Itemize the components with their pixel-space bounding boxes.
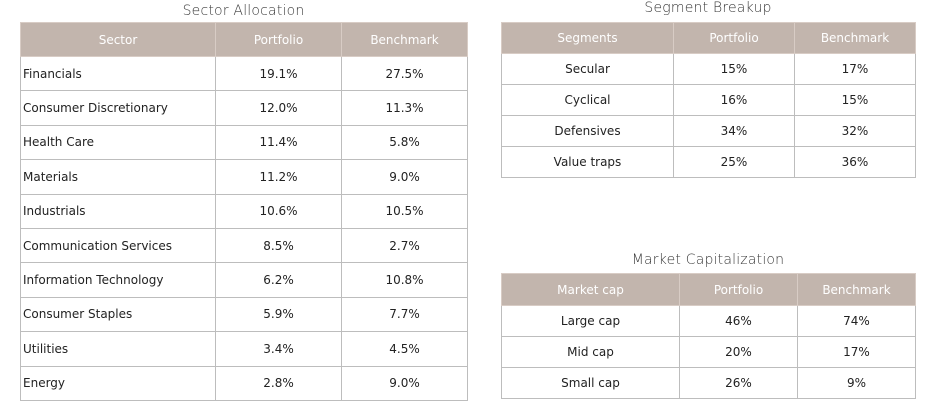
table-row: Health Care 11.4% 5.8% [20,124,468,161]
portfolio-value: 34% [673,115,795,147]
portfolio-value: 16% [673,84,795,116]
market-capitalization-title: Market Capitalization [631,252,785,268]
table-row: Energy 2.8% 9.0% [20,365,468,401]
column-header-segments: Segments [501,22,674,54]
table-row: Consumer Discretionary 12.0% 11.3% [20,90,468,126]
portfolio-value: 25% [673,146,795,178]
segment-breakup-title: Segment Breakup [644,0,772,16]
table-row: Mid cap 20% 17% [501,336,916,368]
column-header-benchmark: Benchmark [794,22,916,54]
portfolio-value: 11.4% [215,124,342,161]
sector-name: Energy [20,365,216,401]
market-cap-name: Large cap [501,305,680,337]
sector-name: Financials [20,55,216,92]
portfolio-value: 6.2% [215,262,342,298]
portfolio-value: 5.9% [215,296,342,333]
benchmark-value: 74% [797,305,916,337]
portfolio-value: 8.5% [215,227,342,264]
column-header-benchmark: Benchmark [797,273,916,306]
table-row: Communication Services 8.5% 2.7% [20,227,468,264]
table-row: Information Technology 6.2% 10.8% [20,262,468,298]
table-row: Consumer Staples 5.9% 7.7% [20,296,468,333]
benchmark-value: 9.0% [341,365,468,401]
benchmark-value: 9.0% [341,159,468,195]
sector-name: Materials [20,159,216,195]
sector-name: Communication Services [20,227,216,264]
sector-name: Consumer Staples [20,296,216,333]
table-row: Defensives 34% 32% [501,115,916,147]
segment-name: Secular [501,53,674,85]
portfolio-value: 46% [679,305,798,337]
benchmark-value: 10.8% [341,262,468,298]
benchmark-value: 27.5% [341,55,468,92]
portfolio-value: 15% [673,53,795,85]
benchmark-value: 10.5% [341,193,468,229]
table-row: Materials 11.2% 9.0% [20,159,468,195]
market-cap-name: Small cap [501,367,680,399]
column-header-portfolio: Portfolio [679,273,798,306]
table-row: Financials 19.1% 27.5% [20,55,468,92]
column-header-market-cap: Market cap [501,273,680,306]
column-header-benchmark: Benchmark [341,22,468,57]
sector-allocation-panel: Sector Allocation Sector Portfolio Bench… [20,0,468,401]
sector-name: Information Technology [20,262,216,298]
benchmark-value: 17% [794,53,916,85]
table-header-row: Market cap Portfolio Benchmark [501,273,916,306]
segment-name: Value traps [501,146,674,178]
segment-name: Defensives [501,115,674,147]
sector-name: Industrials [20,193,216,229]
benchmark-value: 2.7% [341,227,468,264]
portfolio-value: 19.1% [215,55,342,92]
table-header-row: Sector Portfolio Benchmark [20,22,468,57]
table-row: Value traps 25% 36% [501,146,916,178]
market-capitalization-panel: Market Capitalization Market cap Portfol… [501,249,916,399]
portfolio-value: 11.2% [215,159,342,195]
column-header-sector: Sector [20,22,216,57]
column-header-portfolio: Portfolio [673,22,795,54]
column-header-portfolio: Portfolio [215,22,342,57]
benchmark-value: 36% [794,146,916,178]
portfolio-value: 20% [679,336,798,368]
table-row: Cyclical 16% 15% [501,84,916,116]
portfolio-value: 26% [679,367,798,399]
portfolio-value: 10.6% [215,193,342,229]
benchmark-value: 5.8% [341,124,468,161]
portfolio-value: 12.0% [215,90,342,126]
sector-name: Consumer Discretionary [20,90,216,126]
sector-name: Utilities [20,331,216,367]
table-row: Large cap 46% 74% [501,305,916,337]
sector-allocation-table: Sector Portfolio Benchmark Financials 19… [20,22,468,401]
sector-allocation-title: Sector Allocation [182,3,305,19]
segment-breakup-table: Segments Portfolio Benchmark Secular 15%… [501,22,916,178]
market-cap-name: Mid cap [501,336,680,368]
portfolio-value: 3.4% [215,331,342,367]
table-row: Utilities 3.4% 4.5% [20,331,468,367]
segment-name: Cyclical [501,84,674,116]
benchmark-value: 4.5% [341,331,468,367]
market-capitalization-table: Market cap Portfolio Benchmark Large cap… [501,273,916,399]
benchmark-value: 11.3% [341,90,468,126]
table-header-row: Segments Portfolio Benchmark [501,22,916,54]
segment-breakup-panel: Segment Breakup Segments Portfolio Bench… [501,0,916,178]
sector-name: Health Care [20,124,216,161]
benchmark-value: 32% [794,115,916,147]
benchmark-value: 15% [794,84,916,116]
table-row: Industrials 10.6% 10.5% [20,193,468,229]
portfolio-value: 2.8% [215,365,342,401]
benchmark-value: 7.7% [341,296,468,333]
benchmark-value: 17% [797,336,916,368]
table-row: Secular 15% 17% [501,53,916,85]
benchmark-value: 9% [797,367,916,399]
table-row: Small cap 26% 9% [501,367,916,399]
